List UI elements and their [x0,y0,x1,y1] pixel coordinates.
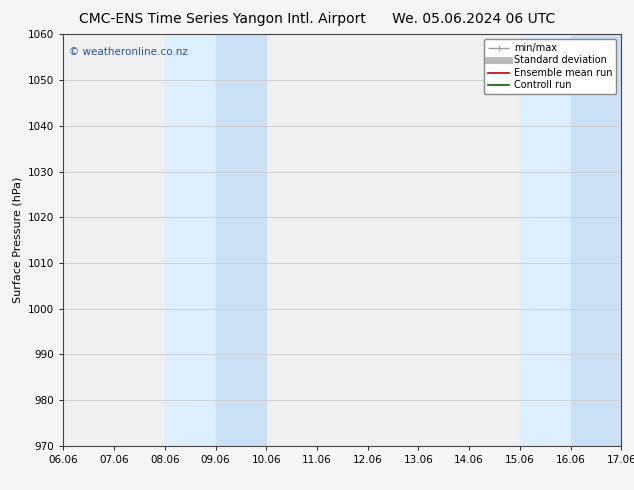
Bar [571,34,621,446]
Bar [520,34,571,446]
Legend: min/max, Standard deviation, Ensemble mean run, Controll run: min/max, Standard deviation, Ensemble me… [484,39,616,94]
Text: © weatheronline.co.nz: © weatheronline.co.nz [69,47,188,57]
Y-axis label: Surface Pressure (hPa): Surface Pressure (hPa) [13,177,23,303]
Bar [216,34,266,446]
Text: CMC-ENS Time Series Yangon Intl. Airport      We. 05.06.2024 06 UTC: CMC-ENS Time Series Yangon Intl. Airport… [79,12,555,26]
Bar [165,34,216,446]
